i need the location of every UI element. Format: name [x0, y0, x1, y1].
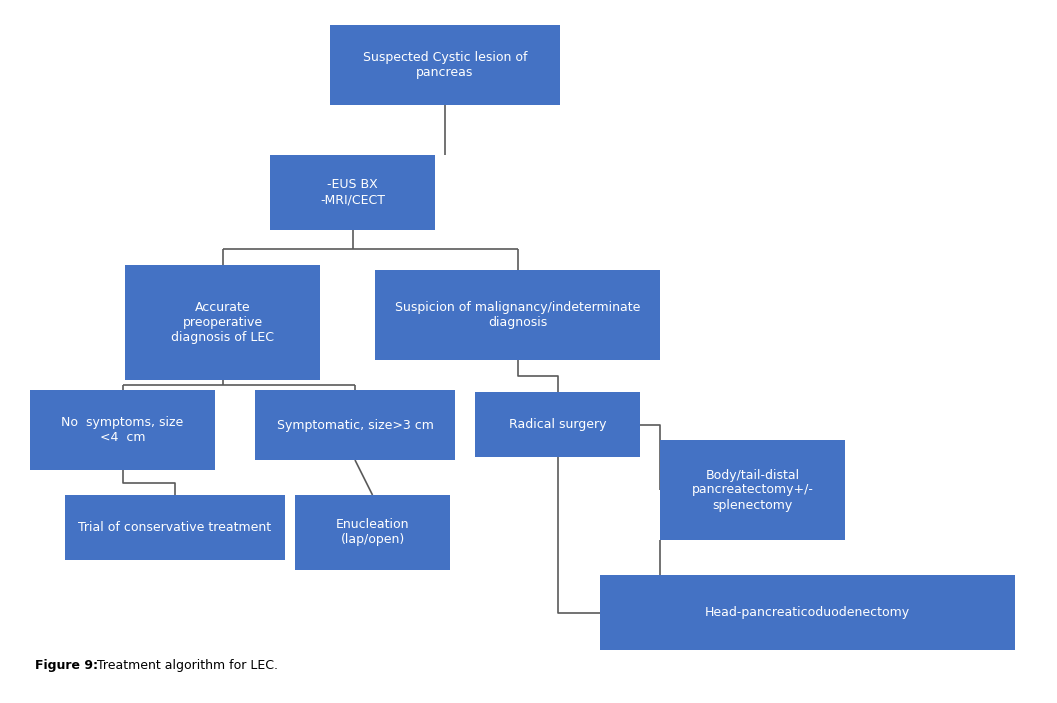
FancyBboxPatch shape: [600, 575, 1015, 650]
FancyBboxPatch shape: [270, 155, 435, 230]
Text: Symptomatic, size>3 cm: Symptomatic, size>3 cm: [277, 418, 433, 432]
Text: Enucleation
(lap/open): Enucleation (lap/open): [336, 519, 409, 546]
FancyBboxPatch shape: [660, 440, 845, 540]
FancyBboxPatch shape: [30, 390, 215, 470]
FancyBboxPatch shape: [330, 25, 560, 105]
Text: -EUS BX
-MRI/CECT: -EUS BX -MRI/CECT: [320, 179, 385, 207]
FancyBboxPatch shape: [295, 495, 450, 570]
Text: Accurate
preoperative
diagnosis of LEC: Accurate preoperative diagnosis of LEC: [171, 301, 274, 344]
Text: Trial of conservative treatment: Trial of conservative treatment: [78, 521, 272, 534]
Text: Treatment algorithm for LEC.: Treatment algorithm for LEC.: [93, 659, 278, 671]
FancyBboxPatch shape: [475, 392, 639, 457]
Text: Head-pancreaticoduodenectomy: Head-pancreaticoduodenectomy: [705, 606, 910, 619]
Text: Suspected Cystic lesion of
pancreas: Suspected Cystic lesion of pancreas: [363, 51, 527, 79]
Text: Radical surgery: Radical surgery: [508, 418, 607, 431]
FancyBboxPatch shape: [125, 265, 320, 380]
FancyBboxPatch shape: [375, 270, 660, 360]
FancyBboxPatch shape: [255, 390, 455, 460]
Text: Body/tail-distal
pancreatectomy+/-
splenectomy: Body/tail-distal pancreatectomy+/- splen…: [691, 468, 814, 512]
FancyBboxPatch shape: [64, 495, 285, 560]
Text: Suspicion of malignancy/indeterminate
diagnosis: Suspicion of malignancy/indeterminate di…: [395, 301, 641, 329]
Text: No  symptoms, size
<4  cm: No symptoms, size <4 cm: [61, 416, 184, 444]
Text: Figure 9:: Figure 9:: [35, 659, 98, 671]
